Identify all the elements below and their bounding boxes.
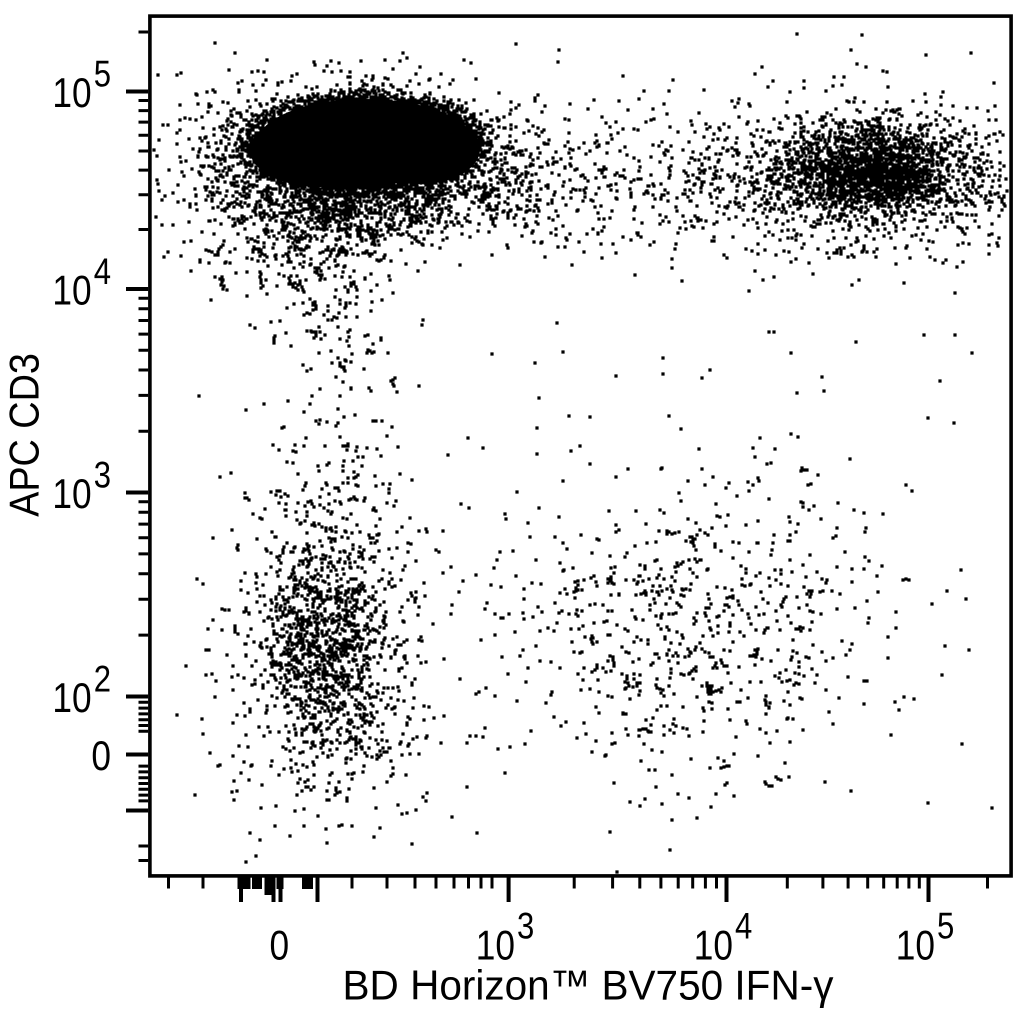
svg-text:BD Horizon™ BV750 IFN-γ: BD Horizon™ BV750 IFN-γ (343, 962, 834, 1009)
svg-text:0: 0 (269, 923, 289, 970)
svg-text:102: 102 (52, 659, 111, 722)
svg-text:103: 103 (476, 906, 535, 969)
svg-text:105: 105 (52, 54, 111, 117)
svg-text:104: 104 (694, 906, 753, 969)
svg-text:104: 104 (52, 252, 111, 315)
svg-text:105: 105 (896, 906, 955, 969)
svg-text:APC CD3: APC CD3 (2, 353, 48, 517)
svg-text:103: 103 (52, 455, 111, 518)
svg-text:0: 0 (91, 733, 111, 780)
